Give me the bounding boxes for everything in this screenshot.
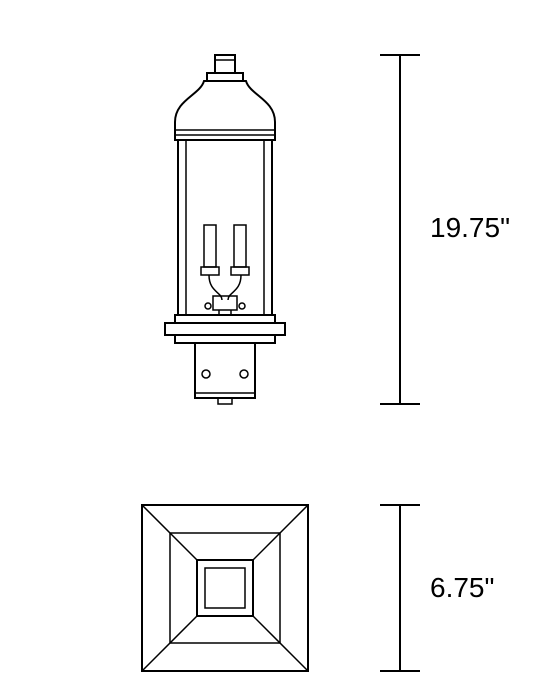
technical-drawing-container: 19.75" 6.75" [0,0,560,700]
width-dimension-label: 6.75" [430,572,494,604]
height-dimension-label: 19.75" [430,212,510,244]
